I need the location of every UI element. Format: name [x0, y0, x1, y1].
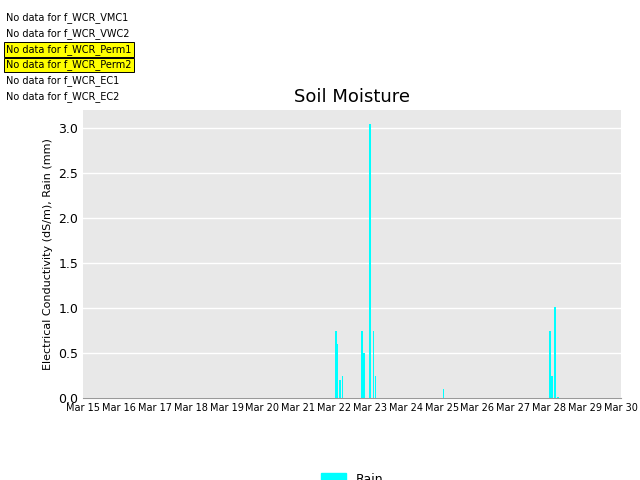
Bar: [335, 331, 337, 398]
Text: No data for f_WCR_EC2: No data for f_WCR_EC2: [6, 91, 120, 102]
Bar: [551, 376, 553, 398]
Bar: [557, 396, 559, 398]
Bar: [342, 376, 343, 398]
Text: No data for f_WCR_Perm1: No data for f_WCR_Perm1: [6, 44, 132, 55]
Bar: [549, 331, 550, 398]
Text: No data for f_WCR_Perm2: No data for f_WCR_Perm2: [6, 60, 132, 71]
Text: No data for f_WCR_VWC2: No data for f_WCR_VWC2: [6, 28, 130, 39]
Bar: [362, 331, 363, 398]
Bar: [364, 353, 365, 398]
Bar: [339, 380, 341, 398]
Y-axis label: Electrical Conductivity (dS/m), Rain (mm): Electrical Conductivity (dS/m), Rain (mm…: [43, 138, 52, 371]
Bar: [554, 307, 556, 398]
Bar: [372, 331, 374, 398]
Bar: [337, 345, 339, 398]
Bar: [369, 124, 371, 398]
Bar: [443, 389, 444, 398]
Text: No data for f_WCR_EC1: No data for f_WCR_EC1: [6, 75, 120, 86]
Title: Soil Moisture: Soil Moisture: [294, 88, 410, 106]
Text: No data for f_WCR_VMC1: No data for f_WCR_VMC1: [6, 12, 129, 23]
Bar: [375, 376, 376, 398]
Legend: Rain: Rain: [316, 468, 388, 480]
